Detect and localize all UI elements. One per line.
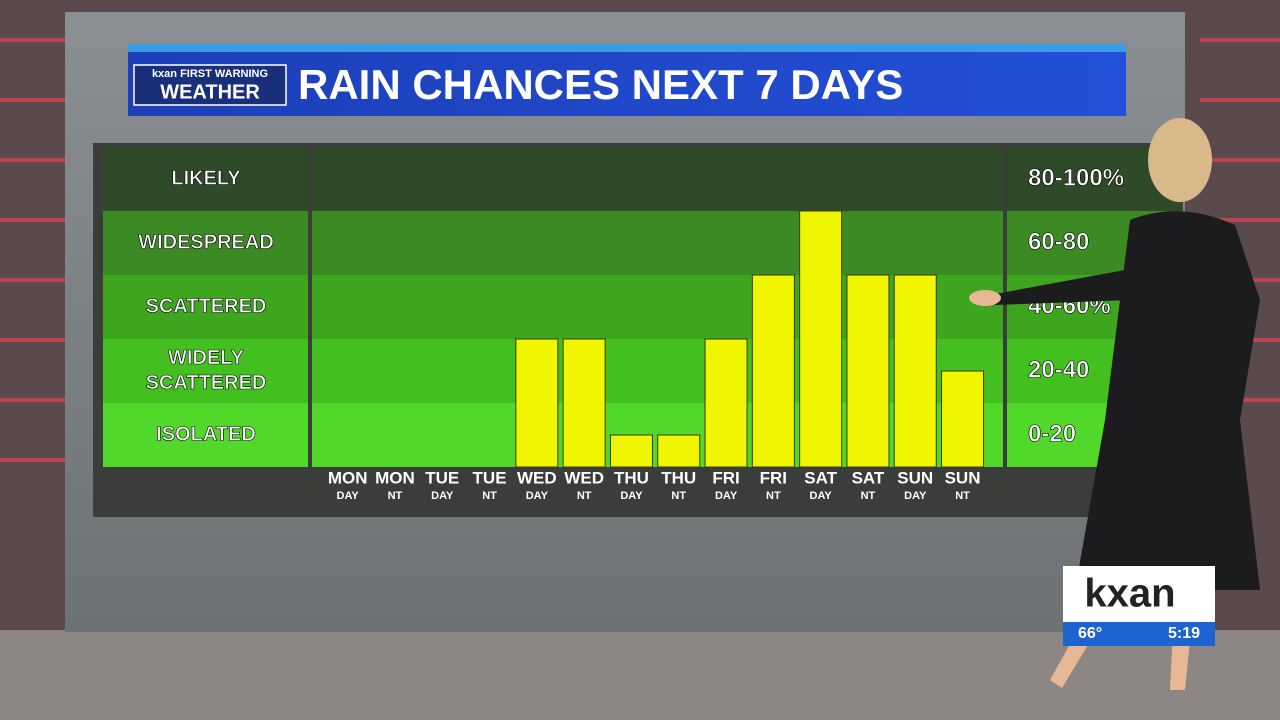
x-tick-part: DAY: [337, 490, 360, 502]
x-tick-part: NT: [955, 490, 970, 502]
bar: [799, 210, 843, 468]
bar: [704, 338, 748, 468]
chart-title: RAIN CHANCES NEXT 7 DAYS: [298, 61, 903, 108]
x-tick-part: NT: [388, 490, 403, 502]
x-tick-day: SUN: [897, 468, 933, 487]
x-tick-part: NT: [671, 490, 686, 502]
logo-box: [133, 64, 287, 106]
bar: [941, 370, 985, 468]
x-axis-row: [103, 467, 1003, 515]
bar: [846, 274, 890, 468]
x-tick-part: DAY: [810, 490, 833, 502]
x-tick-day: MON: [375, 468, 415, 487]
logo-bottom: WEATHER: [160, 81, 260, 103]
x-tick-part: DAY: [620, 490, 643, 502]
x-tick-part: DAY: [431, 490, 454, 502]
band-name: SCATTERED: [146, 295, 267, 317]
band-name: WIDESPREAD: [138, 231, 274, 253]
bar: [609, 434, 653, 468]
band-range: 60-80: [1028, 228, 1089, 255]
bar: [893, 274, 937, 468]
clock: 5:19: [1168, 625, 1200, 642]
x-tick-day: WED: [564, 468, 604, 487]
temperature: 66°: [1078, 625, 1102, 642]
band-name: LIKELY: [171, 167, 241, 189]
logo-top: kxan FIRST WARNING: [152, 68, 268, 80]
x-tick-day: MON: [328, 468, 368, 487]
x-tick-part: DAY: [715, 490, 738, 502]
header-accent: [128, 44, 1126, 52]
x-tick-day: WED: [517, 468, 557, 487]
bar: [562, 338, 606, 468]
x-tick-part: NT: [861, 490, 876, 502]
bar: [515, 338, 559, 468]
x-tick-day: SAT: [852, 468, 885, 487]
x-tick-day: SAT: [804, 468, 837, 487]
header-bar: [128, 52, 1126, 116]
x-tick-day: SUN: [945, 468, 981, 487]
x-tick-day: FRI: [712, 468, 739, 487]
band-name: SCATTERED: [146, 372, 267, 394]
band-range: 0-20: [1028, 420, 1076, 447]
plot-border: [1003, 143, 1007, 513]
x-tick-part: NT: [482, 490, 497, 502]
x-tick-day: FRI: [760, 468, 787, 487]
x-tick-day: TUE: [473, 468, 507, 487]
x-tick-part: NT: [577, 490, 592, 502]
station-name: kxan: [1084, 572, 1175, 616]
x-tick-part: DAY: [904, 490, 927, 502]
band-name: WIDELY: [168, 347, 245, 369]
band: [103, 147, 1183, 211]
plot-border: [308, 143, 312, 513]
bar: [751, 274, 795, 468]
x-tick-day: THU: [661, 468, 696, 487]
band-name: ISOLATED: [156, 423, 256, 445]
x-tick-part: DAY: [526, 490, 549, 502]
band-range: 20-40: [1028, 356, 1089, 383]
info-bar: [1063, 622, 1215, 646]
x-tick-part: NT: [766, 490, 781, 502]
x-tick-day: TUE: [425, 468, 459, 487]
band-range: 80-100%: [1028, 164, 1124, 191]
station-bug: [1063, 566, 1215, 622]
bar: [657, 434, 701, 468]
presenter: [969, 118, 1260, 690]
x-tick-day: THU: [614, 468, 649, 487]
